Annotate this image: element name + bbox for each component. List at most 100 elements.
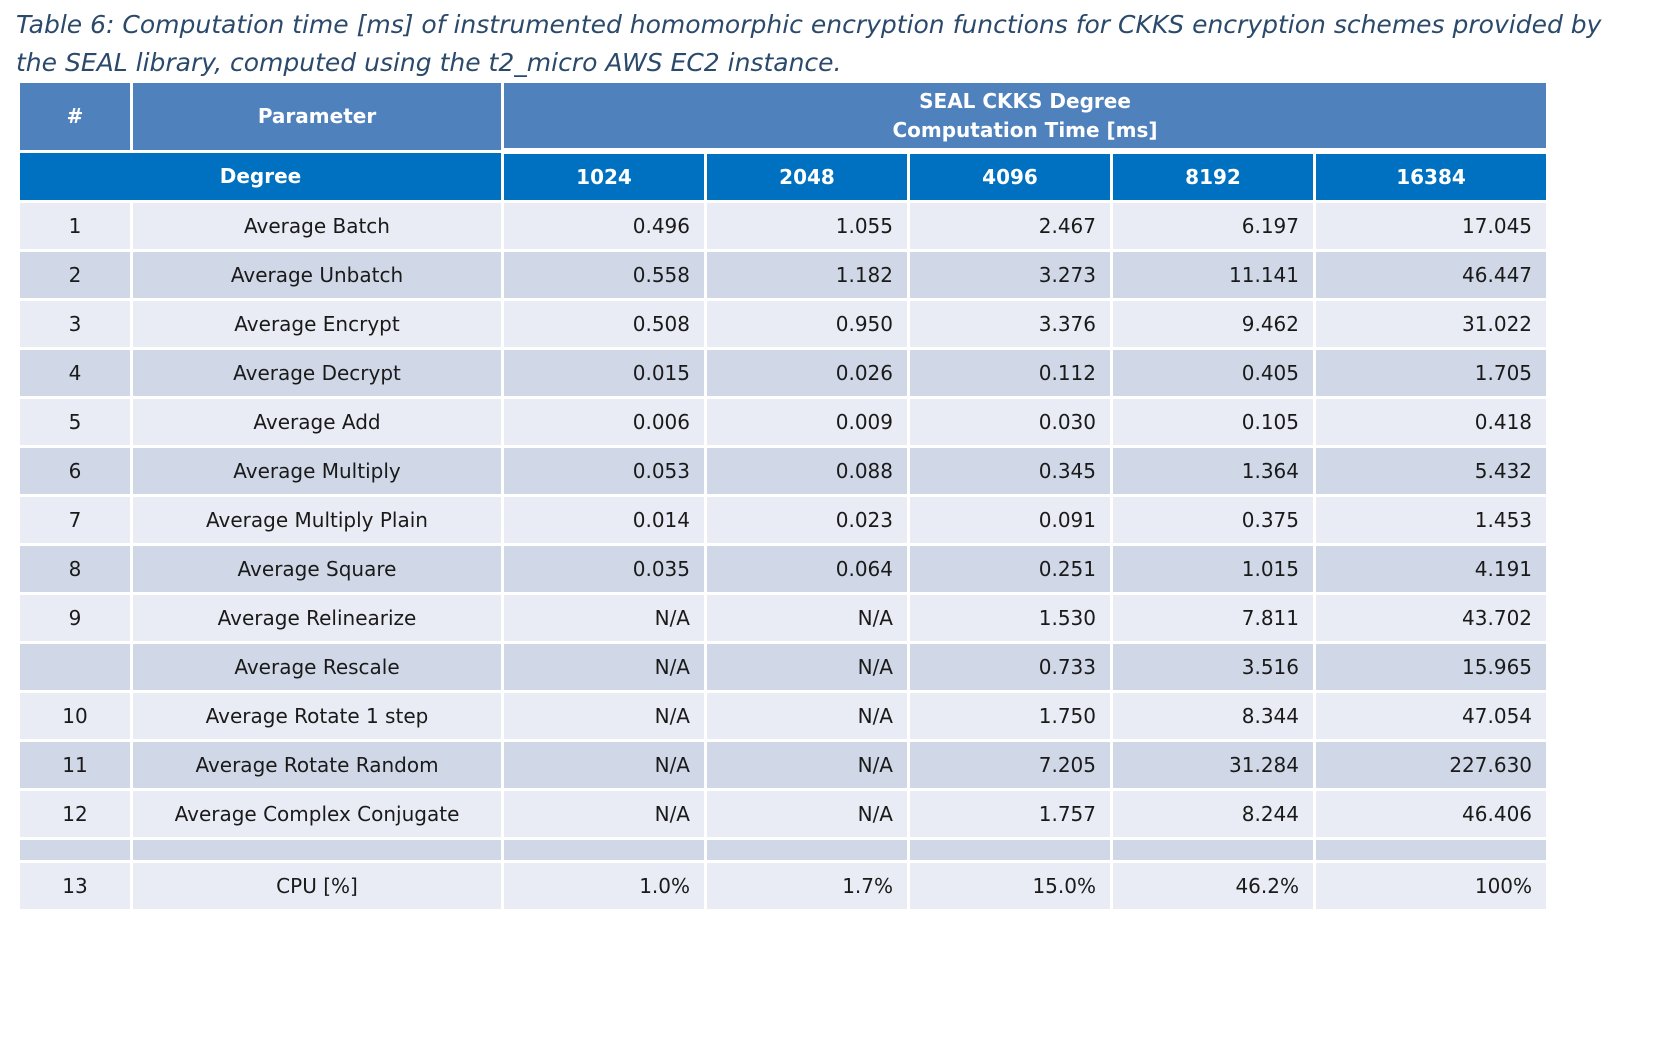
cell-value: 1.0%: [501, 860, 707, 912]
table-row: 12 Average Complex Conjugate N/A N/A 1.7…: [17, 788, 1550, 840]
row-parameter: Average Rotate 1 step: [130, 690, 504, 742]
header-group-line1: SEAL CKKS Degree: [919, 88, 1131, 113]
row-parameter: Average Add: [130, 396, 504, 448]
row-parameter: Average Unbatch: [130, 249, 504, 301]
cell-value: 0.091: [907, 494, 1113, 546]
table-row: 3 Average Encrypt 0.508 0.950 3.376 9.46…: [17, 298, 1550, 350]
table-row: 5 Average Add 0.006 0.009 0.030 0.105 0.…: [17, 396, 1550, 448]
row-parameter: Average Rescale: [130, 641, 504, 693]
cell-value: 0.558: [501, 249, 707, 301]
cell-value: 0.733: [907, 641, 1113, 693]
cell-value: 0.035: [501, 543, 707, 595]
cell-value: 1.530: [907, 592, 1113, 644]
cell-value: 100%: [1312, 860, 1550, 912]
cell-value: 0.088: [704, 445, 910, 497]
table-row: 9 Average Relinearize N/A N/A 1.530 7.81…: [17, 592, 1550, 644]
spacer-cell: [704, 837, 910, 863]
table-row: 10 Average Rotate 1 step N/A N/A 1.750 8…: [17, 690, 1550, 742]
header-degree-label: Degree: [17, 149, 504, 203]
cell-value: 47.054: [1312, 690, 1550, 742]
cell-value: 0.251: [907, 543, 1113, 595]
cell-value: 3.516: [1110, 641, 1316, 693]
cell-value: 0.496: [501, 200, 707, 252]
row-num: 9: [17, 592, 133, 644]
cell-value: 1.364: [1110, 445, 1316, 497]
cell-value: 8.344: [1110, 690, 1316, 742]
header-num: #: [17, 80, 133, 153]
cell-value: N/A: [501, 592, 707, 644]
cell-value: N/A: [501, 690, 707, 742]
cell-value: 0.418: [1312, 396, 1550, 448]
header-parameter: Parameter: [130, 80, 504, 153]
cell-value: 15.0%: [907, 860, 1113, 912]
cell-value: 1.015: [1110, 543, 1316, 595]
row-num: 8: [17, 543, 133, 595]
spacer-cell: [17, 837, 133, 863]
row-parameter: Average Multiply Plain: [130, 494, 504, 546]
header-row: # Parameter SEAL CKKS Degree Computation…: [17, 80, 1550, 154]
table-row: 7 Average Multiply Plain 0.014 0.023 0.0…: [17, 494, 1550, 546]
row-num: 10: [17, 690, 133, 742]
spacer-cell: [501, 837, 707, 863]
cell-value: 0.006: [501, 396, 707, 448]
cell-value: 15.965: [1312, 641, 1550, 693]
row-parameter: Average Encrypt: [130, 298, 504, 350]
cell-value: 0.015: [501, 347, 707, 399]
cell-value: 0.405: [1110, 347, 1316, 399]
cell-value: N/A: [704, 641, 910, 693]
cell-value: 0.375: [1110, 494, 1316, 546]
cell-value: N/A: [704, 788, 910, 840]
cell-value: 46.406: [1312, 788, 1550, 840]
cell-value: 0.508: [501, 298, 707, 350]
row-num: 13: [17, 860, 133, 912]
cell-value: 0.023: [704, 494, 910, 546]
cell-value: 0.014: [501, 494, 707, 546]
cell-value: 31.284: [1110, 739, 1316, 791]
cell-value: 4.191: [1312, 543, 1550, 595]
row-num: 11: [17, 739, 133, 791]
header-degree-16384: 16384: [1312, 149, 1550, 203]
cell-value: 43.702: [1312, 592, 1550, 644]
table-row: 13 CPU [%] 1.0% 1.7% 15.0% 46.2% 100%: [17, 860, 1550, 912]
cell-value: 3.376: [907, 298, 1113, 350]
cell-value: 1.453: [1312, 494, 1550, 546]
cell-value: 46.447: [1312, 249, 1550, 301]
cell-value: 0.345: [907, 445, 1113, 497]
header-degree-4096: 4096: [907, 149, 1113, 203]
cell-value: 5.432: [1312, 445, 1550, 497]
row-num: 3: [17, 298, 133, 350]
cell-value: 0.112: [907, 347, 1113, 399]
cell-value: 8.244: [1110, 788, 1316, 840]
row-num: 6: [17, 445, 133, 497]
row-num: 4: [17, 347, 133, 399]
row-num: 5: [17, 396, 133, 448]
row-parameter: Average Square: [130, 543, 504, 595]
header-degree-1024: 1024: [501, 149, 707, 203]
computation-time-table: # Parameter SEAL CKKS Degree Computation…: [17, 80, 1550, 912]
cell-value: 0.064: [704, 543, 910, 595]
table-row: 6 Average Multiply 0.053 0.088 0.345 1.3…: [17, 445, 1550, 497]
cell-value: 0.053: [501, 445, 707, 497]
cell-value: 1.705: [1312, 347, 1550, 399]
cell-value: 7.811: [1110, 592, 1316, 644]
table-row: 4 Average Decrypt 0.015 0.026 0.112 0.40…: [17, 347, 1550, 399]
row-num: 1: [17, 200, 133, 252]
cell-value: N/A: [501, 641, 707, 693]
cell-value: 11.141: [1110, 249, 1316, 301]
cell-value: 1.182: [704, 249, 910, 301]
row-num: 12: [17, 788, 133, 840]
row-parameter: CPU [%]: [130, 860, 504, 912]
table-row: Average Rescale N/A N/A 0.733 3.516 15.9…: [17, 641, 1550, 693]
cell-value: 0.105: [1110, 396, 1316, 448]
row-parameter: Average Rotate Random: [130, 739, 504, 791]
degree-header-row: Degree 1024 2048 4096 8192 16384: [17, 149, 1550, 203]
header-group-line2: Computation Time [ms]: [892, 117, 1158, 142]
row-parameter: Average Multiply: [130, 445, 504, 497]
cell-value: N/A: [704, 739, 910, 791]
cell-value: 227.630: [1312, 739, 1550, 791]
cell-value: N/A: [704, 690, 910, 742]
row-parameter: Average Relinearize: [130, 592, 504, 644]
cell-value: 1.750: [907, 690, 1113, 742]
cell-value: 0.950: [704, 298, 910, 350]
table-row: 1 Average Batch 0.496 1.055 2.467 6.197 …: [17, 200, 1550, 252]
